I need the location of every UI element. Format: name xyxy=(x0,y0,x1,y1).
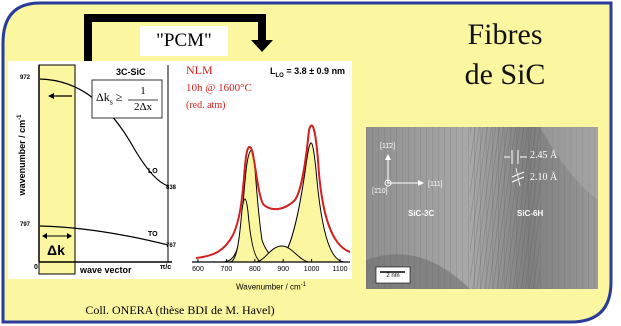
peak-fill-3 xyxy=(274,142,346,263)
pcm-label-box xyxy=(140,26,228,56)
spectrum-curve xyxy=(195,124,351,259)
phase-3c-label: SiC-3C xyxy=(408,209,435,218)
slide-title-line1: Fibres xyxy=(467,18,543,51)
value-767: 767 xyxy=(166,243,177,249)
peak-fill-2 xyxy=(229,198,263,263)
dispersion-ylabel: wavenumber / cm-1 xyxy=(17,114,27,196)
formula-lhs: Δks ≥ xyxy=(96,90,123,107)
direction-2: [1̄10] xyxy=(372,188,388,195)
scale-bar-box xyxy=(375,266,411,284)
pcm-label: "PCM" xyxy=(156,30,212,51)
scale-bar-label: 2 nm xyxy=(386,273,400,279)
lo-label: LO xyxy=(148,168,158,175)
lo-branch-curve xyxy=(39,78,169,187)
raman-tick-label: 1000 xyxy=(303,266,320,273)
value-972: 972 xyxy=(20,75,31,81)
origin-label: 0 xyxy=(34,264,38,271)
raman-tick-label: 1100 xyxy=(332,266,348,273)
pi-over-a-label: π/c xyxy=(160,264,172,271)
delta-k-label: Δk xyxy=(47,242,65,258)
tem-image xyxy=(366,127,598,289)
credit-text: Coll. ONERA (thèse BDI de M. Havel) xyxy=(85,303,275,317)
direction-3: [111] xyxy=(428,181,443,188)
phase-6h-label: SiC-6H xyxy=(517,209,544,218)
crystal-label: 3C-SiC xyxy=(116,67,146,77)
raman-xlabel: Wavenumber / cm-1 xyxy=(236,282,306,292)
anneal-label: 10h @ 1600°C xyxy=(186,82,252,94)
to-label: TO xyxy=(148,231,158,238)
sample-label: NLM xyxy=(186,63,213,77)
value-797: 797 xyxy=(20,222,31,228)
formula-numerator: 1 xyxy=(140,85,146,97)
atmosphere-label: (red. atm) xyxy=(186,100,226,111)
value-838: 838 xyxy=(166,185,177,191)
formula-denominator: 2Δx xyxy=(133,101,153,113)
raman-tick-label: 900 xyxy=(277,266,290,273)
raman-tick-label: 600 xyxy=(192,266,204,273)
dispersion-panel xyxy=(8,61,182,279)
direction-1: [11̄2] xyxy=(380,143,396,150)
pcm-arrow xyxy=(84,14,273,62)
raman-tick-label: 700 xyxy=(220,266,233,273)
to-branch-curve xyxy=(39,225,169,246)
spacing-1: 2.45 Å xyxy=(530,150,558,161)
peak-fill-4 xyxy=(254,245,311,263)
spacing-2: 2.10 Å xyxy=(530,172,558,183)
formula-box xyxy=(91,79,163,119)
raman-tick-label: 800 xyxy=(248,266,261,273)
raman-panel xyxy=(182,61,352,279)
llo-label: LLO = 3.8 ± 0.9 nm xyxy=(270,66,346,79)
dispersion-xlabel: wave vector xyxy=(80,265,132,275)
slide-title-line2: de SiC xyxy=(464,58,546,91)
